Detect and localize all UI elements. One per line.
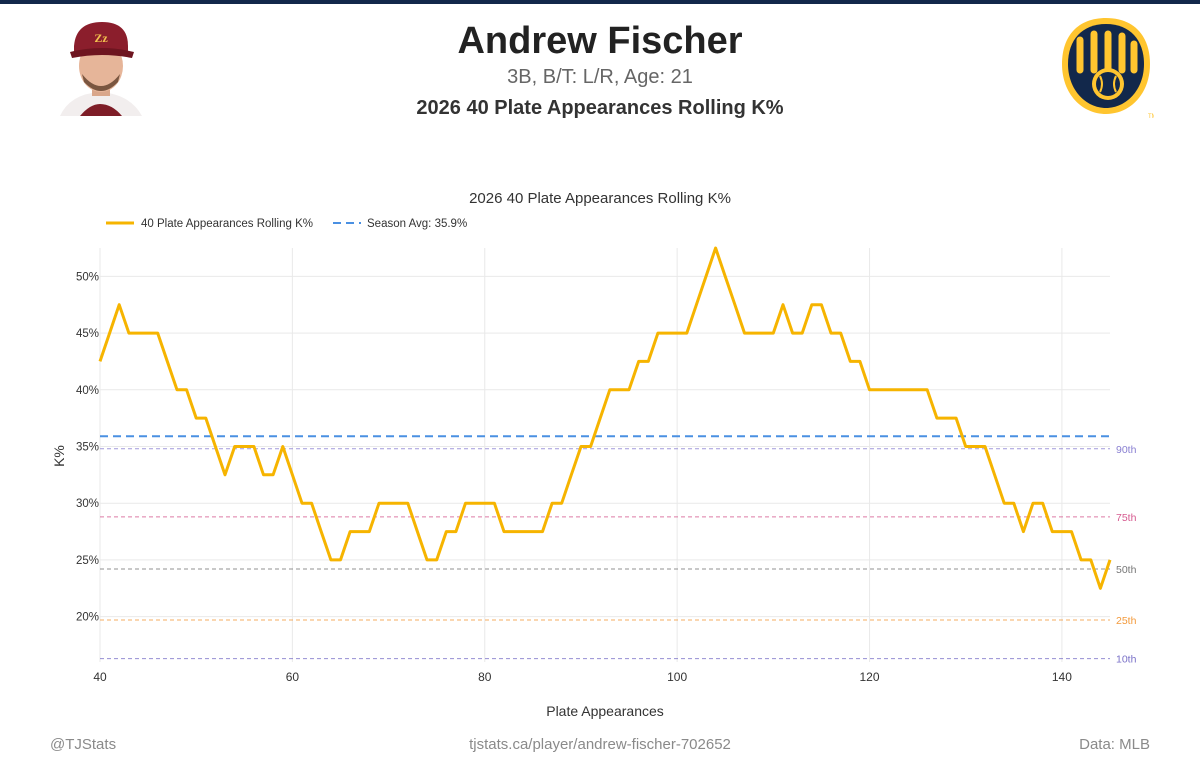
- player-headshot: Zz: [50, 16, 150, 116]
- svg-text:TM: TM: [1148, 114, 1154, 118]
- y-tick-label: 35%: [76, 441, 99, 453]
- team-logo: TM: [1062, 18, 1154, 118]
- x-tick-label: 100: [667, 670, 687, 684]
- percentile-label: 50th: [1116, 564, 1137, 576]
- legend: 40 Plate Appearances Rolling K% Season A…: [106, 218, 467, 230]
- grid: [99, 248, 1110, 662]
- top-accent-bar: [0, 0, 1200, 4]
- legend-label-rolling: 40 Plate Appearances Rolling K%: [141, 218, 313, 230]
- chart-title: 2026 40 Plate Appearances Rolling K%: [469, 190, 731, 207]
- legend-label-season-avg: Season Avg: 35.9%: [367, 218, 467, 230]
- y-tick-label: 45%: [76, 328, 99, 340]
- x-tick-label: 80: [478, 670, 492, 684]
- player-info: 3B, B/T: L/R, Age: 21: [507, 66, 693, 88]
- x-tick-label: 60: [286, 670, 300, 684]
- x-tick-label: 140: [1052, 670, 1072, 684]
- percentile-label: 90th: [1116, 444, 1137, 456]
- y-axis-label: K%: [51, 445, 67, 467]
- y-tick-label: 30%: [76, 498, 99, 510]
- footer-player-url[interactable]: tjstats.ca/player/andrew-fischer-702652: [469, 736, 731, 753]
- y-tick-label: 50%: [76, 271, 99, 283]
- x-axis-ticks: 40 60 80 100 120 140: [93, 670, 1072, 684]
- y-axis-ticks: 20% 25% 30% 35% 40% 45% 50%: [76, 271, 99, 623]
- page-title: 2026 40 Plate Appearances Rolling K%: [416, 97, 784, 119]
- y-tick-label: 40%: [76, 385, 99, 397]
- percentile-label: 10th: [1116, 654, 1137, 666]
- percentile-label: 75th: [1116, 512, 1137, 524]
- player-name: Andrew Fischer: [457, 20, 743, 62]
- y-tick-label: 20%: [76, 612, 99, 624]
- y-tick-label: 25%: [76, 555, 99, 567]
- x-axis-label: Plate Appearances: [546, 703, 664, 719]
- series-line-rolling-k: [98, 246, 1112, 590]
- percentile-label: 25th: [1116, 615, 1137, 627]
- footer-twitter-handle[interactable]: @TJStats: [50, 736, 117, 753]
- footer-data-source: Data: MLB: [1079, 736, 1150, 753]
- percentile-lines: 90th 75th 50th 25th 10th: [100, 444, 1137, 666]
- x-tick-label: 40: [93, 670, 107, 684]
- svg-text:Zz: Zz: [94, 31, 108, 45]
- x-tick-label: 120: [860, 670, 880, 684]
